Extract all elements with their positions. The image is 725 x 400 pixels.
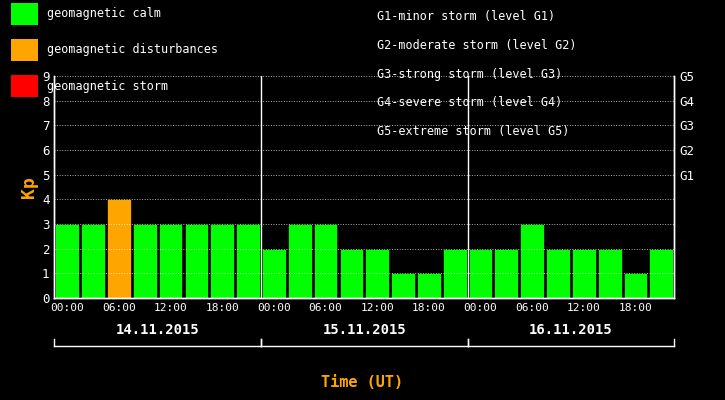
Bar bbox=[185, 224, 208, 298]
Bar bbox=[236, 224, 260, 298]
Text: G2-moderate storm (level G2): G2-moderate storm (level G2) bbox=[377, 39, 576, 52]
Bar bbox=[650, 249, 674, 298]
Bar bbox=[107, 199, 130, 298]
Bar bbox=[392, 273, 415, 298]
Bar bbox=[572, 249, 596, 298]
Y-axis label: Kp: Kp bbox=[20, 176, 38, 198]
Text: 15.11.2015: 15.11.2015 bbox=[323, 323, 406, 337]
Bar bbox=[521, 224, 544, 298]
Bar bbox=[55, 224, 79, 298]
Bar bbox=[598, 249, 621, 298]
Text: 16.11.2015: 16.11.2015 bbox=[529, 323, 613, 337]
Text: G3-strong storm (level G3): G3-strong storm (level G3) bbox=[377, 68, 563, 81]
Bar bbox=[468, 249, 492, 298]
Text: 14.11.2015: 14.11.2015 bbox=[116, 323, 199, 337]
Bar bbox=[417, 273, 441, 298]
Bar bbox=[365, 249, 389, 298]
Text: G1-minor storm (level G1): G1-minor storm (level G1) bbox=[377, 10, 555, 23]
Text: geomagnetic calm: geomagnetic calm bbox=[47, 8, 161, 20]
Bar bbox=[494, 249, 518, 298]
Text: G4-severe storm (level G4): G4-severe storm (level G4) bbox=[377, 96, 563, 109]
Bar bbox=[624, 273, 647, 298]
Bar bbox=[262, 249, 286, 298]
Text: G5-extreme storm (level G5): G5-extreme storm (level G5) bbox=[377, 125, 569, 138]
Text: geomagnetic storm: geomagnetic storm bbox=[47, 80, 168, 92]
Bar bbox=[546, 249, 570, 298]
Bar bbox=[210, 224, 234, 298]
Bar bbox=[81, 224, 105, 298]
Text: geomagnetic disturbances: geomagnetic disturbances bbox=[47, 44, 218, 56]
Text: Time (UT): Time (UT) bbox=[321, 375, 404, 390]
Bar bbox=[159, 224, 183, 298]
Bar bbox=[339, 249, 363, 298]
Bar bbox=[443, 249, 467, 298]
Bar bbox=[133, 224, 157, 298]
Bar bbox=[314, 224, 337, 298]
Bar bbox=[288, 224, 312, 298]
